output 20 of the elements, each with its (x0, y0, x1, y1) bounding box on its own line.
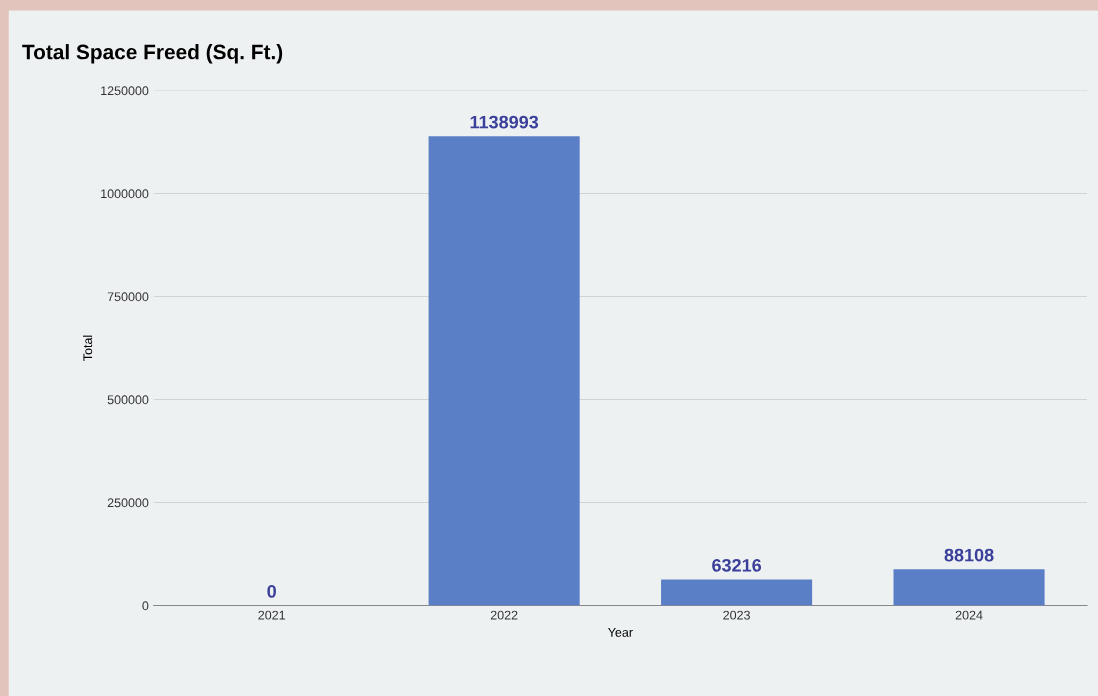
y-tick-label: 1000000 (101, 189, 149, 199)
bar (893, 569, 1045, 606)
data-label: 88108 (944, 548, 994, 562)
data-label: 1138993 (470, 115, 539, 129)
y-tick-label: 750000 (107, 292, 149, 302)
data-label: 0 (267, 585, 276, 598)
y-tick-label: 500000 (107, 395, 149, 405)
x-tick-label: 2024 (955, 610, 983, 620)
y-tick-label: 250000 (107, 498, 149, 508)
x-tick-label: 2022 (490, 610, 518, 620)
x-tick-label: 2023 (723, 610, 750, 620)
y-tick-label: 0 (142, 601, 149, 611)
bar (661, 579, 813, 606)
x-tick-label: 2021 (258, 610, 285, 620)
y-tick-label: 1250000 (101, 86, 149, 96)
y-axis-title: Total (82, 335, 93, 361)
x-axis-title: Year (608, 628, 633, 637)
bar (428, 136, 580, 606)
data-label: 63216 (712, 558, 762, 572)
chart-title: Total Space Freed (Sq. Ft.) (22, 44, 283, 64)
